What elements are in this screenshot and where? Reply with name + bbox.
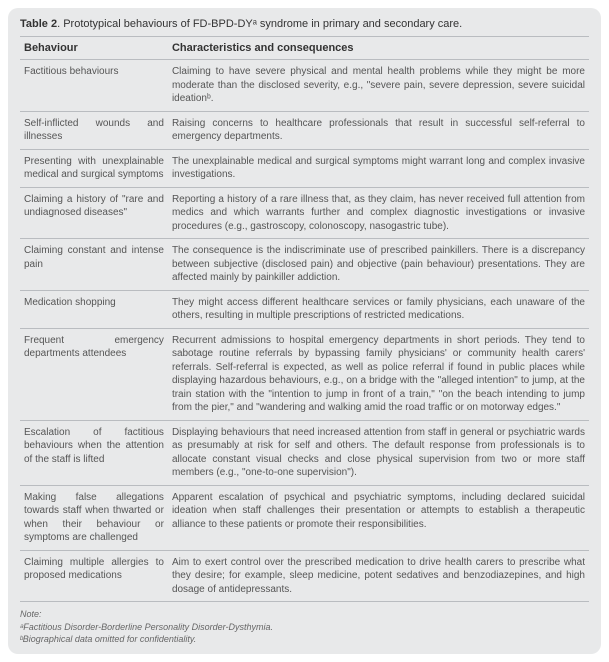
table-row: Factitious behavioursClaiming to have se… [20,60,589,112]
cell-behaviour: Claiming multiple allergies to proposed … [20,550,168,602]
table-title: Table 2. Prototypical behaviours of FD-B… [20,18,589,30]
cell-characteristics: Recurrent admissions to hospital emergen… [168,328,589,420]
cell-behaviour: Claiming a history of "rare and undiagno… [20,187,168,239]
cell-characteristics: Apparent escalation of psychical and psy… [168,485,589,550]
cell-characteristics: Raising concerns to healthcare professio… [168,111,589,149]
cell-characteristics: Reporting a history of a rare illness th… [168,187,589,239]
table-row: Claiming multiple allergies to proposed … [20,550,589,602]
note-label: Note: [20,608,589,621]
header-row: Behaviour Characteristics and consequenc… [20,37,589,60]
table-container: Table 2. Prototypical behaviours of FD-B… [8,8,601,654]
cell-characteristics: The unexplainable medical and surgical s… [168,149,589,187]
table-note: Note: ᵃFactitious Disorder-Borderline Pe… [20,608,589,646]
table-row: Claiming constant and intense painThe co… [20,239,589,291]
table-row: Frequent emergency departments attendees… [20,328,589,420]
cell-behaviour: Self-inflicted wounds and illnesses [20,111,168,149]
table-number: Table 2 [20,18,57,30]
table-row: Making false allegations towards staff w… [20,485,589,550]
note-line-a: ᵃFactitious Disorder-Borderline Personal… [20,621,589,634]
cell-characteristics: Displaying behaviours that need increase… [168,420,589,485]
header-characteristics: Characteristics and consequences [168,37,589,60]
cell-behaviour: Medication shopping [20,290,168,328]
table-row: Medication shoppingThey might access dif… [20,290,589,328]
note-line-b: ᵇBiographical data omitted for confident… [20,633,589,646]
cell-behaviour: Factitious behaviours [20,60,168,112]
cell-behaviour: Making false allegations towards staff w… [20,485,168,550]
cell-behaviour: Presenting with unexplainable medical an… [20,149,168,187]
table-body: Factitious behavioursClaiming to have se… [20,60,589,602]
header-behaviour: Behaviour [20,37,168,60]
table-row: Escalation of factitious behaviours when… [20,420,589,485]
cell-behaviour: Frequent emergency departments attendees [20,328,168,420]
cell-behaviour: Claiming constant and intense pain [20,239,168,291]
table-row: Self-inflicted wounds and illnessesRaisi… [20,111,589,149]
cell-behaviour: Escalation of factitious behaviours when… [20,420,168,485]
cell-characteristics: Aim to exert control over the prescribed… [168,550,589,602]
table-row: Claiming a history of "rare and undiagno… [20,187,589,239]
table-title-text: . Prototypical behaviours of FD-BPD-DYᵃ … [57,18,462,30]
cell-characteristics: Claiming to have severe physical and men… [168,60,589,112]
cell-characteristics: The consequence is the indiscriminate us… [168,239,589,291]
data-table: Behaviour Characteristics and consequenc… [20,36,589,602]
cell-characteristics: They might access different healthcare s… [168,290,589,328]
table-row: Presenting with unexplainable medical an… [20,149,589,187]
